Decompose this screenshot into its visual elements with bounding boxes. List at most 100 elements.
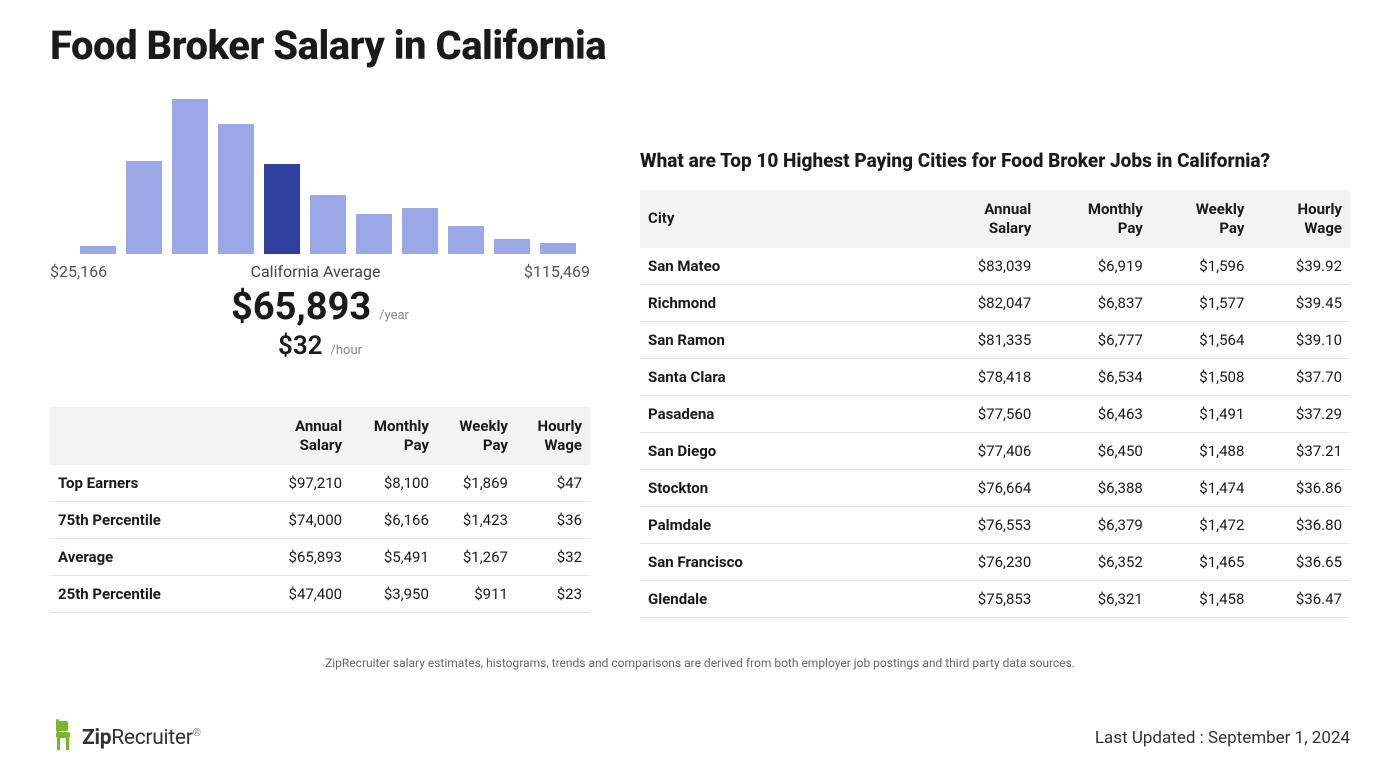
table-row: San Francisco$76,230$6,352$1,465$36.65: [640, 543, 1350, 580]
table-cell: $47: [516, 465, 590, 502]
table-cell: San Ramon: [640, 321, 930, 358]
hist-bar-7: [402, 208, 438, 255]
table-cell: $1,267: [437, 538, 516, 575]
table-cell: $3,950: [350, 575, 437, 612]
hist-bar-0: [80, 246, 116, 254]
table-cell: Palmdale: [640, 506, 930, 543]
col-header: WeeklyPay: [437, 407, 516, 465]
table-cell: $8,100: [350, 465, 437, 502]
table-cell: $36.47: [1252, 580, 1350, 617]
table-cell: Santa Clara: [640, 358, 930, 395]
table-cell: $76,230: [930, 543, 1039, 580]
table-cell: $1,508: [1151, 358, 1253, 395]
brand-text: ZipRecruiter®: [82, 726, 201, 750]
table-cell: $76,664: [930, 469, 1039, 506]
left-column: $25,166 California Average $115,469 $65,…: [50, 99, 590, 618]
col-header: MonthlyPay: [1039, 190, 1151, 248]
hist-bar-5: [310, 195, 346, 254]
table-cell: $75,853: [930, 580, 1039, 617]
right-column: What are Top 10 Highest Paying Cities fo…: [640, 99, 1350, 618]
table-cell: $911: [437, 575, 516, 612]
table-row: 75th Percentile$74,000$6,166$1,423$36: [50, 501, 590, 538]
cities-table: CityAnnualSalaryMonthlyPayWeeklyPayHourl…: [640, 190, 1350, 618]
salary-histogram: $25,166 California Average $115,469 $65,…: [50, 99, 590, 361]
table-cell: $81,335: [930, 321, 1039, 358]
table-cell: San Mateo: [640, 248, 930, 285]
table-cell: $6,777: [1039, 321, 1151, 358]
table-row: 25th Percentile$47,400$3,950$911$23: [50, 575, 590, 612]
table-cell: $6,166: [350, 501, 437, 538]
table-cell: $36.80: [1252, 506, 1350, 543]
table-cell: San Francisco: [640, 543, 930, 580]
hist-bar-10: [540, 243, 576, 254]
table-row: San Diego$77,406$6,450$1,488$37.21: [640, 432, 1350, 469]
table-cell: $1,472: [1151, 506, 1253, 543]
table-cell: $74,000: [265, 501, 350, 538]
hist-axis-min: $25,166: [50, 262, 107, 281]
table-cell: $36.86: [1252, 469, 1350, 506]
col-header: AnnualSalary: [265, 407, 350, 465]
table-cell: $78,418: [930, 358, 1039, 395]
table-cell: $37.21: [1252, 432, 1350, 469]
hist-bar-6: [356, 214, 392, 254]
table-cell: $1,596: [1151, 248, 1253, 285]
table-cell: Glendale: [640, 580, 930, 617]
table-cell: $36.65: [1252, 543, 1350, 580]
table-cell: $1,869: [437, 465, 516, 502]
table-cell: $1,488: [1151, 432, 1253, 469]
table-cell: $6,352: [1039, 543, 1151, 580]
table-cell: Pasadena: [640, 395, 930, 432]
table-cell: $39.10: [1252, 321, 1350, 358]
last-updated: Last Updated : September 1, 2024: [1095, 728, 1350, 748]
col-header: [50, 407, 265, 465]
brand-logo: ZipRecruiter®: [50, 719, 201, 757]
table-cell: $1,474: [1151, 469, 1253, 506]
table-cell: $47,400: [265, 575, 350, 612]
table-cell: $1,458: [1151, 580, 1253, 617]
table-cell: 25th Percentile: [50, 575, 265, 612]
table-row: Richmond$82,047$6,837$1,577$39.45: [640, 284, 1350, 321]
col-header: AnnualSalary: [930, 190, 1039, 248]
table-row: Palmdale$76,553$6,379$1,472$36.80: [640, 506, 1350, 543]
table-cell: Top Earners: [50, 465, 265, 502]
table-cell: San Diego: [640, 432, 930, 469]
table-cell: $77,406: [930, 432, 1039, 469]
table-row: Pasadena$77,560$6,463$1,491$37.29: [640, 395, 1350, 432]
table-row: San Mateo$83,039$6,919$1,596$39.92: [640, 248, 1350, 285]
table-cell: $6,450: [1039, 432, 1151, 469]
table-cell: $6,837: [1039, 284, 1151, 321]
table-cell: $6,379: [1039, 506, 1151, 543]
table-cell: Richmond: [640, 284, 930, 321]
table-cell: $37.29: [1252, 395, 1350, 432]
table-cell: $39.45: [1252, 284, 1350, 321]
table-cell: 75th Percentile: [50, 501, 265, 538]
table-cell: $1,423: [437, 501, 516, 538]
hist-bar-9: [494, 239, 530, 255]
hist-bar-3: [218, 124, 254, 254]
hist-axis-center: California Average: [107, 262, 524, 281]
table-cell: Stockton: [640, 469, 930, 506]
table-row: Glendale$75,853$6,321$1,458$36.47: [640, 580, 1350, 617]
col-header: HourlyWage: [1252, 190, 1350, 248]
table-cell: $6,463: [1039, 395, 1151, 432]
table-row: San Ramon$81,335$6,777$1,564$39.10: [640, 321, 1350, 358]
table-cell: $36: [516, 501, 590, 538]
table-cell: $6,534: [1039, 358, 1151, 395]
average-annual-suffix: /year: [379, 308, 409, 323]
table-cell: $32: [516, 538, 590, 575]
table-cell: $1,491: [1151, 395, 1253, 432]
table-cell: $6,388: [1039, 469, 1151, 506]
chair-icon: [50, 719, 76, 757]
table-row: Top Earners$97,210$8,100$1,869$47: [50, 465, 590, 502]
summary-table: AnnualSalaryMonthlyPayWeeklyPayHourlyWag…: [50, 407, 590, 613]
table-cell: $83,039: [930, 248, 1039, 285]
hist-bar-1: [126, 161, 162, 254]
table-cell: $65,893: [265, 538, 350, 575]
average-hourly-amount: $32: [278, 331, 323, 361]
table-cell: $6,321: [1039, 580, 1151, 617]
table-cell: $1,564: [1151, 321, 1253, 358]
hist-bar-8: [448, 226, 484, 254]
col-header: MonthlyPay: [350, 407, 437, 465]
table-cell: $97,210: [265, 465, 350, 502]
average-hourly-suffix: /hour: [331, 343, 363, 358]
